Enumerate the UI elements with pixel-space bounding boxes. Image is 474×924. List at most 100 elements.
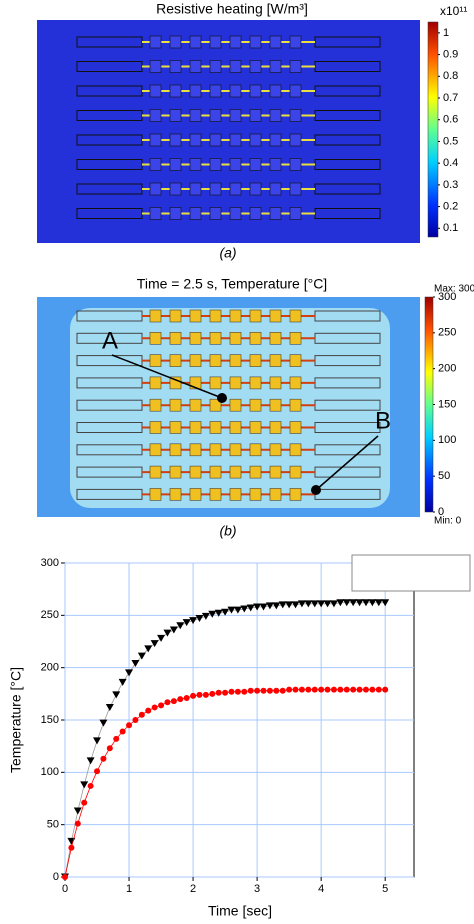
colorbar-tick-label: 250 (438, 327, 456, 339)
heater-cell (289, 158, 302, 171)
marker (74, 820, 81, 827)
heater-cell (169, 331, 182, 345)
marker (195, 614, 204, 622)
probe-point (311, 485, 321, 495)
heater-cell (289, 488, 302, 501)
heater-cell (269, 398, 282, 412)
marker (305, 686, 312, 693)
heater-cell (169, 465, 182, 479)
heater-cell (229, 182, 242, 196)
heater-cell (269, 309, 282, 323)
marker (145, 707, 152, 714)
heater-cell (269, 60, 282, 73)
heater-cell (189, 398, 202, 412)
series-line (64, 689, 386, 878)
heater-cell (229, 465, 242, 479)
marker (375, 686, 382, 693)
heater-cell (209, 354, 222, 367)
heater-cell (189, 182, 202, 196)
heater-cell (289, 421, 302, 434)
pointer (315, 435, 379, 491)
marker (265, 602, 274, 610)
marker (73, 807, 82, 815)
panel-b-title: Time = 2.5 s, Temperature [°C] (137, 276, 327, 292)
marker (247, 687, 254, 694)
heater-cell (189, 354, 202, 367)
heater-cell (209, 465, 222, 479)
marker (260, 687, 267, 694)
pointer (111, 354, 223, 399)
marker (381, 599, 390, 607)
series-line (64, 602, 386, 878)
colorbar-tick-label: 0.6 (443, 114, 458, 126)
colorbar-tick-label: 0.9 (443, 48, 458, 60)
caption: (a) (219, 245, 236, 261)
heater-cell (169, 376, 182, 390)
heater-cell (209, 488, 222, 501)
point-label: A (102, 327, 118, 354)
heater-cell (249, 331, 262, 345)
marker (278, 601, 287, 609)
heater-pattern (76, 309, 381, 501)
heater-cell (209, 443, 222, 457)
heater-cell (169, 158, 182, 171)
marker (253, 603, 262, 611)
marker (349, 599, 358, 607)
heater-cell (149, 488, 162, 501)
heater-cell (229, 443, 242, 457)
heater-cell (269, 376, 282, 390)
heater-cell (269, 354, 282, 367)
marker (125, 669, 134, 677)
marker (342, 599, 351, 607)
marker (94, 768, 101, 775)
heater-cell (189, 109, 202, 122)
heater-cell (249, 309, 262, 323)
panel-a-title: Resistive heating [W/m³] (156, 1, 308, 17)
marker (233, 606, 242, 614)
heater-cell (229, 354, 242, 367)
heater-cell (189, 465, 202, 479)
marker (177, 696, 184, 703)
colorbar-tick-label: 200 (438, 363, 456, 375)
colorbar-tick-label: 0.4 (443, 157, 458, 169)
y-tick-label: 0 (53, 871, 59, 883)
marker (254, 687, 261, 694)
heater-cell (189, 421, 202, 434)
colorbar-min: Min: 0 (434, 516, 462, 527)
heater-cell (289, 35, 302, 49)
heater-cell (249, 488, 262, 501)
heater-cell (269, 133, 282, 147)
heater-cell (209, 84, 222, 98)
marker (208, 610, 217, 618)
heater-cell (209, 376, 222, 390)
marker (259, 603, 268, 611)
heater-cell (269, 443, 282, 457)
marker (183, 695, 190, 702)
heater-cell (149, 421, 162, 434)
colorbar (424, 296, 434, 513)
y-tick-label: 150 (41, 714, 59, 726)
x-tick-label: 4 (318, 883, 324, 895)
point-label: B (375, 407, 391, 434)
heater-cell (209, 331, 222, 345)
marker (68, 844, 75, 851)
colorbar (427, 21, 439, 238)
heater-cell (169, 207, 182, 220)
marker (189, 617, 198, 625)
heater-cell (189, 488, 202, 501)
marker (246, 604, 255, 612)
heater-cell (189, 309, 202, 323)
heater-cell (269, 35, 282, 49)
heater-cell (249, 207, 262, 220)
marker (311, 686, 318, 693)
marker (221, 608, 230, 616)
heater-cell (209, 133, 222, 147)
heater-cell (229, 35, 242, 49)
heater-cell (189, 35, 202, 49)
heater-pattern (76, 35, 381, 220)
marker (113, 735, 120, 742)
heater-cell (269, 158, 282, 171)
heater-cell (169, 133, 182, 147)
marker (201, 612, 210, 620)
